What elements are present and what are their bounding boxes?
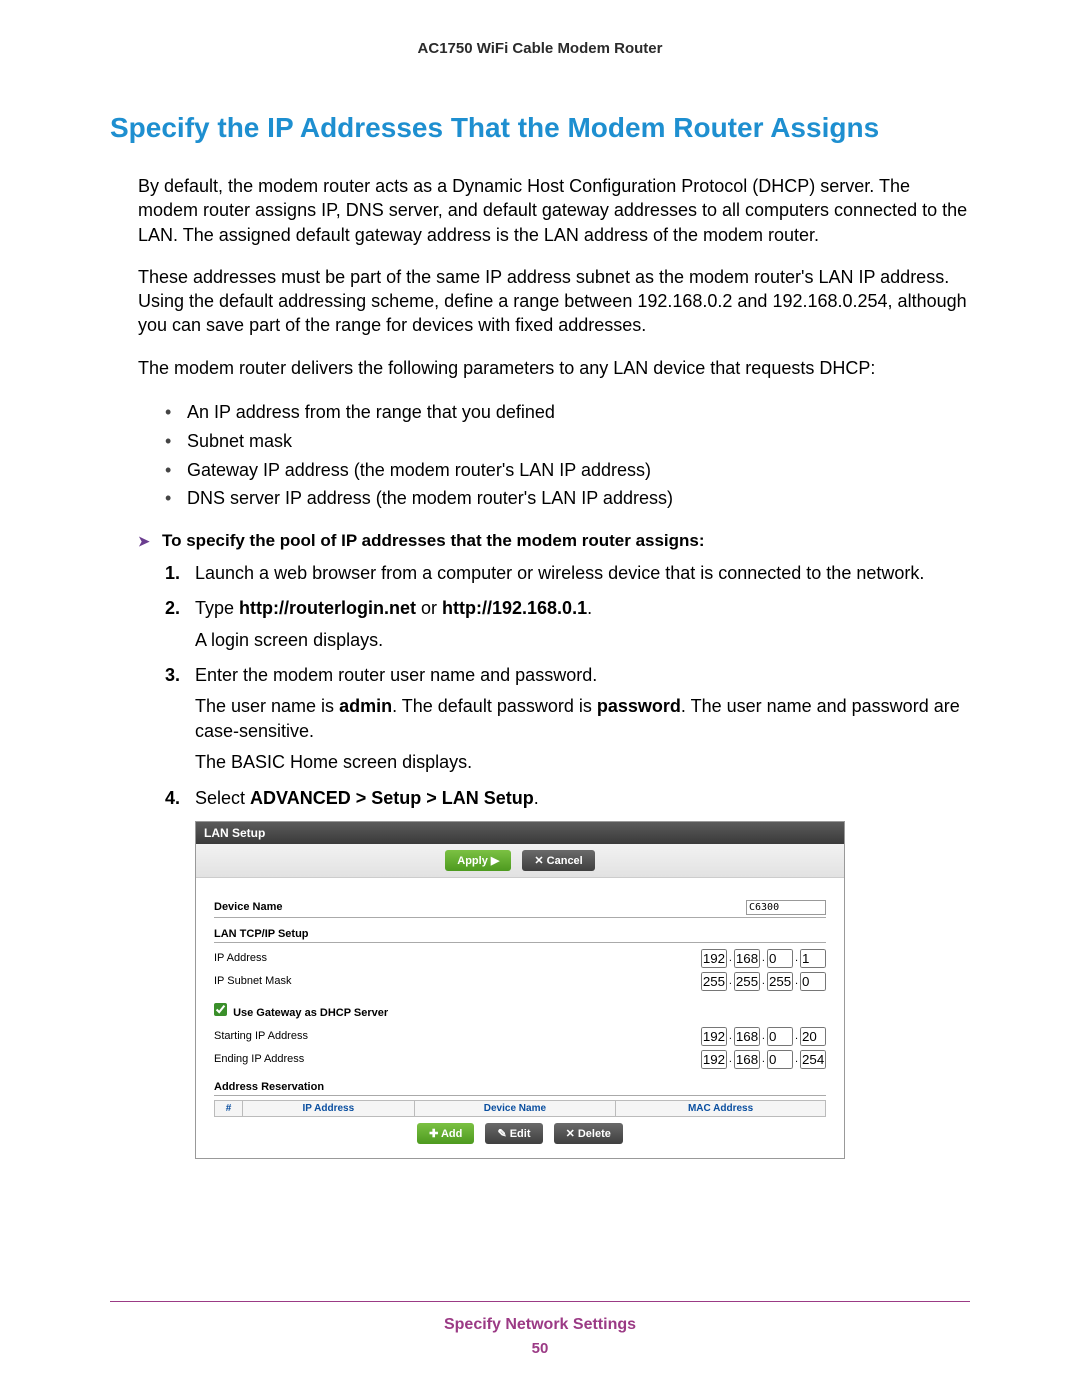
end-octet-input[interactable] bbox=[701, 1050, 727, 1069]
mask-octet-input[interactable] bbox=[767, 972, 793, 991]
apply-button[interactable]: Apply ▶ bbox=[445, 850, 511, 871]
step-subtext: The BASIC Home screen displays. bbox=[195, 750, 970, 775]
mask-octet-input[interactable] bbox=[701, 972, 727, 991]
section-title: Specify the IP Addresses That the Modem … bbox=[110, 112, 970, 144]
step-4: 4. Select ADVANCED > Setup > LAN Setup. bbox=[165, 786, 970, 811]
dhcp-checkbox-label: Use Gateway as DHCP Server bbox=[233, 1007, 388, 1019]
mask-octet-input[interactable] bbox=[800, 972, 826, 991]
ending-ip-label: Ending IP Address bbox=[214, 1053, 701, 1065]
delete-button[interactable]: ✕ Delete bbox=[554, 1123, 623, 1144]
ip-octet-input[interactable] bbox=[767, 949, 793, 968]
bullet-item: Gateway IP address (the modem router's L… bbox=[165, 456, 970, 485]
address-reservation-heading: Address Reservation bbox=[214, 1081, 826, 1096]
lan-toolbar: Apply ▶ ✕ Cancel bbox=[196, 844, 844, 878]
reservation-table: # IP Address Device Name MAC Address bbox=[214, 1100, 826, 1117]
end-octet-input[interactable] bbox=[767, 1050, 793, 1069]
res-col-num: # bbox=[215, 1100, 243, 1116]
ip-octet-input[interactable] bbox=[800, 949, 826, 968]
res-col-ip: IP Address bbox=[243, 1100, 415, 1116]
res-col-device: Device Name bbox=[414, 1100, 616, 1116]
device-name-label: Device Name bbox=[214, 901, 746, 913]
step-subtext: The user name is admin. The default pass… bbox=[195, 694, 970, 744]
ip-address-label: IP Address bbox=[214, 952, 701, 964]
para-3: The modem router delivers the following … bbox=[138, 356, 970, 380]
step-subtext: A login screen displays. bbox=[195, 628, 970, 653]
step-3: 3. Enter the modem router user name and … bbox=[165, 663, 970, 776]
ip-octet-input[interactable] bbox=[734, 949, 760, 968]
procedure-heading: To specify the pool of IP addresses that… bbox=[138, 531, 970, 551]
step-text: Type http://routerlogin.net or http://19… bbox=[195, 598, 592, 618]
starting-ip-label: Starting IP Address bbox=[214, 1030, 701, 1042]
end-octet-input[interactable] bbox=[800, 1050, 826, 1069]
end-octet-input[interactable] bbox=[734, 1050, 760, 1069]
bullet-item: An IP address from the range that you de… bbox=[165, 398, 970, 427]
step-text: Launch a web browser from a computer or … bbox=[195, 563, 924, 583]
add-button[interactable]: ✚ Add bbox=[417, 1123, 474, 1144]
edit-button[interactable]: ✎ Edit bbox=[485, 1123, 542, 1144]
lan-tcpip-heading: LAN TCP/IP Setup bbox=[214, 928, 826, 943]
step-1: 1. Launch a web browser from a computer … bbox=[165, 561, 970, 586]
footer-section-title: Specify Network Settings bbox=[110, 1316, 970, 1334]
ip-octet-input[interactable] bbox=[701, 949, 727, 968]
start-octet-input[interactable] bbox=[767, 1027, 793, 1046]
start-octet-input[interactable] bbox=[800, 1027, 826, 1046]
steps-list: 1. Launch a web browser from a computer … bbox=[165, 561, 970, 811]
bullet-item: Subnet mask bbox=[165, 427, 970, 456]
doc-header: AC1750 WiFi Cable Modem Router bbox=[110, 40, 970, 57]
step-text: Enter the modem router user name and pas… bbox=[195, 665, 597, 685]
para-2: These addresses must be part of the same… bbox=[138, 265, 970, 338]
page-footer: Specify Network Settings 50 bbox=[110, 1301, 970, 1357]
start-octet-input[interactable] bbox=[701, 1027, 727, 1046]
footer-page-number: 50 bbox=[110, 1340, 970, 1357]
bullet-list: An IP address from the range that you de… bbox=[165, 398, 970, 513]
lan-setup-panel: LAN Setup Apply ▶ ✕ Cancel Device Name L… bbox=[195, 821, 845, 1159]
step-text: Select ADVANCED > Setup > LAN Setup. bbox=[195, 788, 539, 808]
step-number: 3. bbox=[165, 663, 180, 688]
step-number: 2. bbox=[165, 596, 180, 621]
reservation-toolbar: ✚ Add ✎ Edit ✕ Delete bbox=[214, 1117, 826, 1144]
lan-panel-title: LAN Setup bbox=[196, 822, 844, 844]
cancel-button[interactable]: ✕ Cancel bbox=[522, 850, 594, 871]
step-2: 2. Type http://routerlogin.net or http:/… bbox=[165, 596, 970, 652]
res-col-mac: MAC Address bbox=[616, 1100, 826, 1116]
mask-octet-input[interactable] bbox=[734, 972, 760, 991]
device-name-input[interactable] bbox=[746, 900, 826, 915]
para-1: By default, the modem router acts as a D… bbox=[138, 174, 970, 247]
step-number: 4. bbox=[165, 786, 180, 811]
subnet-mask-label: IP Subnet Mask bbox=[214, 975, 701, 987]
bullet-item: DNS server IP address (the modem router'… bbox=[165, 484, 970, 513]
dhcp-checkbox[interactable] bbox=[214, 1003, 227, 1016]
start-octet-input[interactable] bbox=[734, 1027, 760, 1046]
step-number: 1. bbox=[165, 561, 180, 586]
